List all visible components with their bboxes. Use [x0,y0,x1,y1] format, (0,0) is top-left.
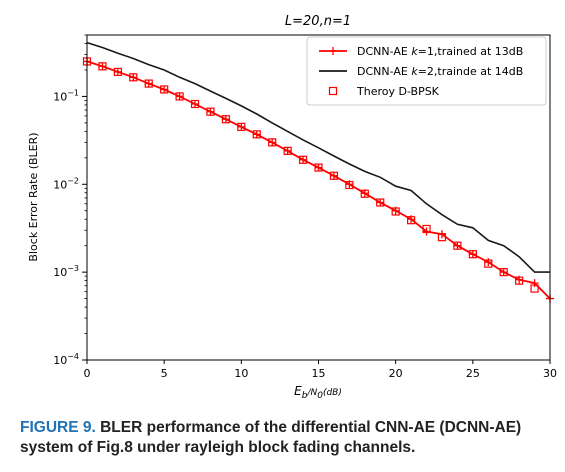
y-axis-ticks: 10−1 10−2 10−3 10−4 [53,34,87,367]
data-point [98,62,107,71]
data-point [437,233,447,242]
bler-chart-figure: L=20,n=1 0 5 10 15 20 25 30 10−1 10−2 10−3 10−4 E… [27,14,557,401]
x-tick-label: 25 [466,367,480,380]
legend-marker [329,47,337,55]
x-tick-label: 20 [389,367,403,380]
y-axis-label: Block Error Rate (BLER) [27,132,40,261]
data-point [314,163,323,172]
x-tick-label: 5 [161,367,168,380]
data-point [499,268,508,277]
data-point [129,73,138,82]
bler-chart: L=20,n=1 0 5 10 15 20 25 30 10−1 10−2 10−3 10−4 E… [27,14,557,401]
legend-label: DCNN-AE k=2,trainde at 14dB [357,65,523,78]
data-point [268,138,277,147]
data-point [206,107,215,116]
data-point [329,171,338,180]
data-point [98,62,107,71]
data-point [252,130,261,139]
data-point [515,276,524,285]
data-point [144,79,153,88]
data-point [530,284,539,293]
data-point [175,92,184,101]
data-point [468,250,477,259]
legend-label: DCNN-AE k=1,trained at 13dB [357,45,523,58]
y-tick-label: 10−4 [53,352,79,367]
series-2 [82,57,539,293]
data-point [237,122,246,131]
data-point [422,224,431,234]
data-point [407,216,416,225]
data-point [129,73,138,82]
legend-label: Theroy D-BPSK [356,85,440,98]
data-point [360,189,369,198]
figure-caption-text: BLER performance of the differential CNN… [20,419,522,456]
x-tick-label: 10 [234,367,248,380]
data-point [453,241,462,250]
data-point [376,198,385,207]
data-point [422,227,431,236]
data-point [530,279,539,288]
data-point [453,241,462,250]
data-point [190,99,200,109]
chart-title: L=20,n=1 [285,14,351,29]
y-tick-label: 10−2 [53,176,79,191]
x-tick-label: 15 [312,367,326,380]
data-point [283,146,292,155]
data-point [160,85,169,94]
data-point [221,115,230,124]
data-point [113,67,122,77]
data-point [345,180,354,190]
data-point [314,163,323,172]
data-point [376,198,385,207]
data-point [206,107,215,116]
data-point [252,130,261,139]
data-point [237,122,246,131]
legend-marker [328,86,338,96]
x-tick-label: 0 [84,367,91,380]
data-point [175,92,184,101]
legend-box [306,36,547,106]
y-tick-label: 10−1 [53,88,79,103]
data-point [144,79,153,88]
data-point [484,259,493,268]
data-point [484,258,493,267]
data-point [268,138,277,147]
data-point [468,250,477,259]
legend: DCNN-AE k=1,trained at 13dB DCNN-AE k=2,t… [306,36,547,106]
data-point [283,146,292,155]
x-axis-ticks: 0 5 10 15 20 25 30 [84,360,557,380]
data-point [499,268,508,277]
data-point [329,171,339,180]
data-point [160,85,169,94]
y-tick-label: 10−3 [53,264,79,279]
x-tick-label: 30 [543,367,557,380]
series-1 [86,41,550,273]
series-0 [83,57,554,303]
series-line [86,41,550,273]
figure-caption: FIGURE 9. BLER performance of the differ… [20,418,550,458]
data-point [221,115,230,124]
figure-caption-label: FIGURE 9. [20,419,96,436]
data-point [113,67,122,76]
data-point [191,99,200,108]
x-axis-label: Eb/N0(dB) [294,384,342,401]
data-point [299,155,308,164]
data-point [298,155,308,164]
data-point [391,207,400,216]
